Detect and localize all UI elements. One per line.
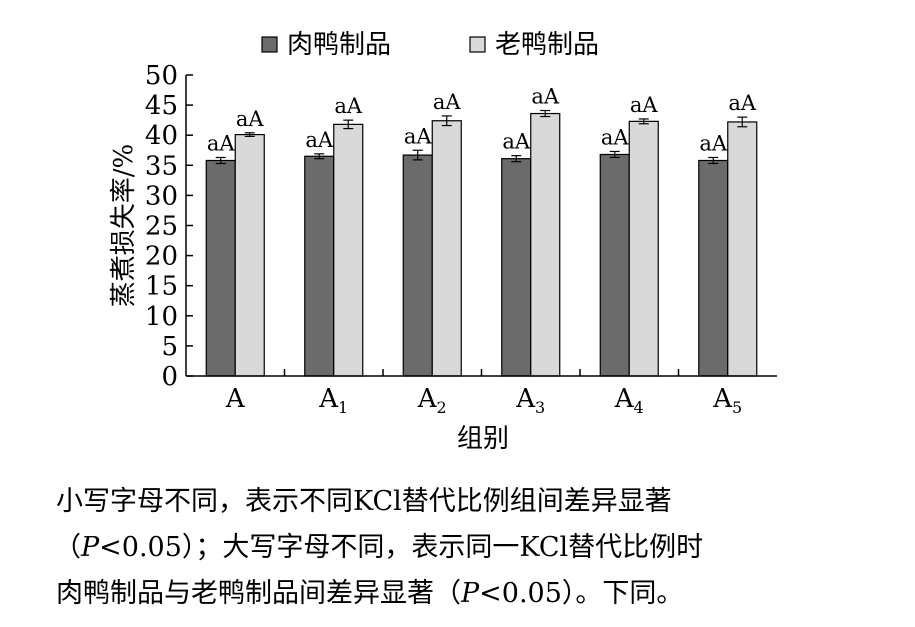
caption-line-1: 小写字母不同，表示不同KCl替代比例组间差异显著	[56, 479, 906, 525]
bar	[628, 120, 659, 377]
x-tick-label: A5	[712, 384, 742, 417]
caption-text: 小写字母不同，表示不同KCl替代比例组间差异显著	[56, 486, 672, 517]
y-tick-label: 35	[145, 151, 178, 181]
p-symbol: P	[461, 578, 480, 609]
axes	[185, 75, 777, 377]
bar	[727, 121, 758, 377]
y-tick-label: 10	[145, 302, 178, 332]
bar	[205, 159, 236, 377]
significance-label: aA	[236, 107, 265, 131]
y-tick-label: 20	[145, 242, 178, 272]
bar	[501, 158, 532, 377]
p-symbol: P	[81, 532, 100, 563]
y-tick-label: 45	[145, 91, 178, 121]
caption-line-2: （P<0.05）；大写字母不同，表示同一KCl替代比例时	[54, 525, 904, 571]
legend-label: 肉鸭制品	[287, 30, 391, 60]
legend: 肉鸭制品 老鸭制品	[261, 30, 599, 60]
bar	[431, 120, 462, 377]
x-tick-label: A2	[417, 384, 447, 417]
caption-text: <0.05）；大写字母不同，表示同一KCl替代比例时	[99, 532, 704, 563]
x-axis-label: 组别	[457, 424, 509, 454]
caption-line-3: 肉鸭制品与老鸭制品间差异显著（P<0.05）。下同。	[56, 571, 906, 617]
y-tick-label: 15	[145, 272, 178, 302]
x-axis-ticks: A A1 A2 A3 A4 A5	[225, 369, 742, 417]
significance-label: aA	[699, 131, 728, 155]
bar	[698, 159, 729, 377]
y-tick-label: 25	[145, 212, 178, 242]
significance-label: aA	[601, 125, 630, 149]
x-tick-label: A4	[614, 384, 644, 417]
significance-label: aA	[334, 94, 363, 118]
legend-label: 老鸭制品	[495, 30, 599, 60]
y-tick-label: 0	[161, 362, 178, 392]
x-tick-label: A	[225, 384, 246, 414]
significance-label: aA	[305, 128, 334, 152]
y-tick-label: 40	[145, 121, 178, 151]
caption-text: （	[54, 532, 81, 563]
bar	[402, 154, 433, 377]
bar	[599, 153, 630, 377]
caption-text: 肉鸭制品与老鸭制品间差异显著（	[56, 578, 461, 609]
legend-swatch	[469, 36, 486, 53]
y-tick-label: 5	[161, 332, 178, 362]
significance-label: aA	[207, 131, 236, 155]
legend-swatch	[261, 36, 278, 53]
bar	[234, 133, 265, 377]
bar	[333, 123, 364, 377]
y-tick-label: 50	[145, 61, 178, 91]
significance-label: aA	[630, 93, 659, 117]
significance-label: aA	[404, 124, 433, 148]
bar	[530, 112, 561, 377]
x-tick-label: A3	[515, 384, 545, 417]
significance-label: aA	[531, 85, 560, 109]
significance-label: aA	[728, 91, 757, 115]
x-tick-label: A1	[318, 384, 348, 417]
significance-label: aA	[502, 130, 531, 154]
significance-label: aA	[433, 90, 462, 114]
caption-text: <0.05）。下同。	[479, 578, 684, 609]
bar	[304, 155, 335, 377]
y-axis-label: 蒸煮损失率/%	[109, 144, 139, 307]
y-tick-label: 30	[145, 181, 178, 211]
